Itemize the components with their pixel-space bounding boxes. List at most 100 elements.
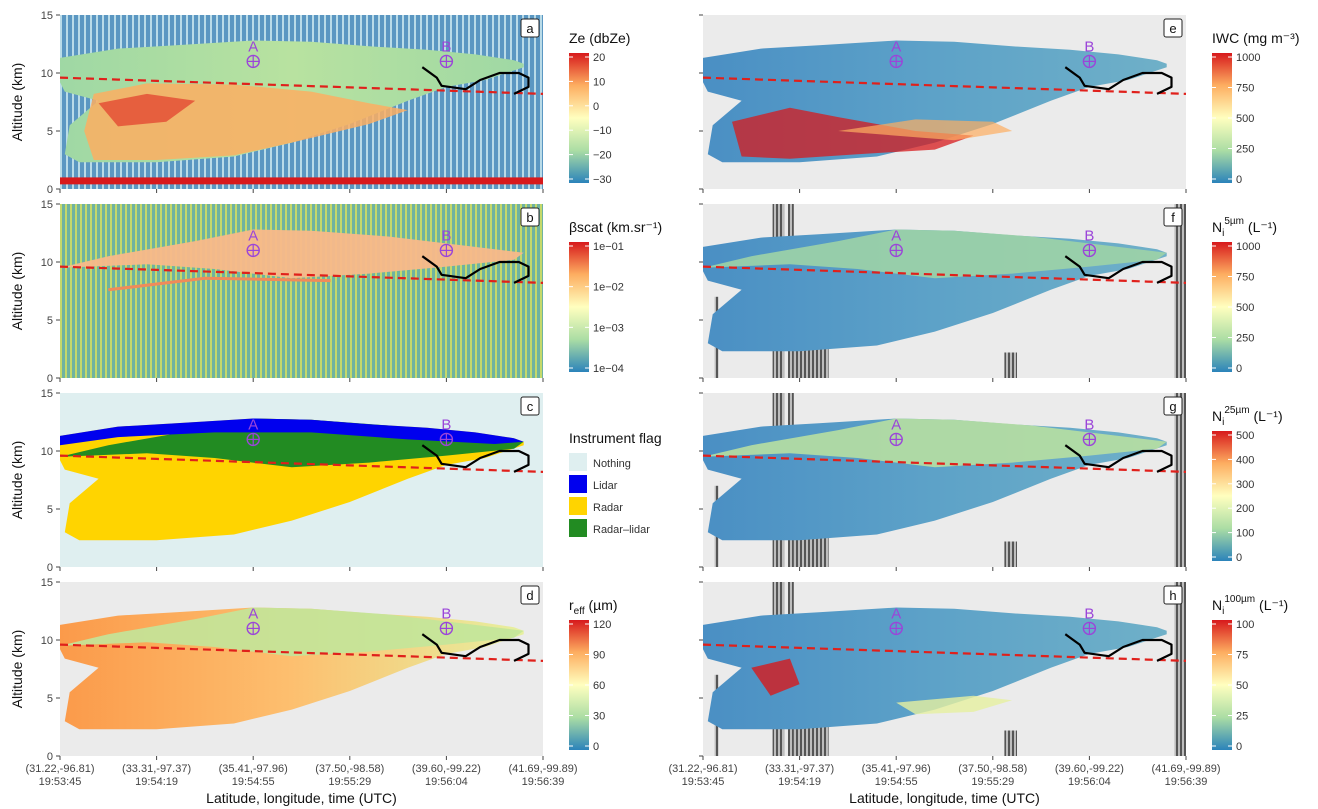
panel-label-box — [520, 396, 540, 416]
y-tick-label: 10 — [41, 68, 53, 80]
colorbar-label: 1e−04 — [593, 363, 624, 375]
legend-title: Ze (dbZe) — [569, 30, 630, 46]
colorbar-label: 100 — [1236, 619, 1254, 631]
y-axis-label: Altitude (km) — [9, 63, 25, 142]
x-tick-label: (33.31,-97.37) — [122, 763, 191, 775]
x-tick-label: (37.50,-98.58) — [315, 763, 384, 775]
legend-title: Instrument flag — [569, 430, 662, 446]
x-tick-label: (41.69,-99.89) — [1151, 763, 1220, 775]
colorbar-label: 400 — [1236, 454, 1254, 466]
colorbar-label: 750 — [1236, 272, 1254, 284]
y-tick-label: 15 — [41, 577, 53, 589]
point-label-a: A — [248, 416, 258, 433]
colorbar-label: 20 — [593, 52, 605, 64]
tropopause-line — [702, 265, 1187, 284]
instrument-bar — [1174, 393, 1186, 567]
colorbar-label: 60 — [593, 680, 605, 692]
colorbar-label: 0 — [1236, 741, 1242, 753]
y-tick-label: 15 — [41, 388, 53, 400]
colorbar-label: 1e−01 — [593, 241, 624, 253]
x-axis-label: Latitude, longitude, time (UTC) — [206, 790, 397, 806]
y-tick-label: 5 — [47, 126, 53, 138]
colorbar-label: 200 — [1236, 503, 1254, 515]
panel-label-box — [520, 207, 540, 227]
colorbar-label: 0 — [1236, 552, 1242, 564]
y-tick-label: 0 — [47, 751, 53, 763]
y-axis-label: Altitude (km) — [9, 630, 25, 709]
iwc-high — [838, 119, 1013, 141]
x-tick-label: (31.22,-96.81) — [668, 763, 737, 775]
point-label-a: A — [891, 605, 901, 622]
colorbar — [1212, 242, 1232, 372]
instrument-bar — [1004, 730, 1017, 756]
point-label-b: B — [1084, 605, 1094, 622]
y-axis-label: Altitude (km) — [9, 441, 25, 520]
y-tick-label: 5 — [47, 693, 53, 705]
colorbar-label: −10 — [593, 125, 612, 137]
panel-label-box — [1163, 585, 1183, 605]
legend-title: reff (µm) — [569, 597, 618, 617]
surface-return — [60, 177, 543, 185]
flag-lidar — [60, 418, 524, 446]
panel-label: a — [526, 21, 534, 36]
colorbar-label: 25 — [1236, 711, 1248, 723]
x-tick-label: (37.50,-98.58) — [958, 763, 1027, 775]
legend-swatch — [569, 475, 587, 493]
x-tick-label: (41.69,-99.89) — [508, 763, 577, 775]
colorbar — [569, 620, 589, 750]
x-tick-time: 19:54:55 — [232, 776, 275, 788]
y-tick-label: 10 — [41, 446, 53, 458]
x-tick-time: 19:54:19 — [778, 776, 821, 788]
colorbar-label: 50 — [1236, 680, 1248, 692]
flight-track — [421, 444, 530, 473]
colorbar-label: 30 — [593, 711, 605, 723]
legend-label: Nothing — [593, 458, 631, 470]
panel-label: b — [526, 210, 533, 225]
x-tick-time: 19:54:55 — [875, 776, 918, 788]
point-label-b: B — [441, 227, 451, 244]
panel-label: d — [526, 588, 533, 603]
colorbar-label: 0 — [593, 101, 599, 113]
panel-label-box — [520, 585, 540, 605]
ni100-field — [703, 607, 1167, 730]
flight-track — [1064, 255, 1173, 284]
panel-label-box — [1163, 396, 1183, 416]
tropopause-line — [59, 643, 544, 662]
legend-title: Ni25µm (L⁻¹) — [1212, 405, 1283, 428]
x-tick-label: (39.60,-99.22) — [412, 763, 481, 775]
point-label-a: A — [248, 38, 258, 55]
ni25-upper — [703, 418, 1167, 468]
point-label-a: A — [891, 227, 901, 244]
y-tick-label: 10 — [41, 635, 53, 647]
colorbar-label: 250 — [1236, 333, 1254, 345]
cloud-max — [98, 93, 196, 127]
colorbar — [569, 53, 589, 183]
legend-swatch — [569, 497, 587, 515]
flight-track — [1064, 444, 1173, 473]
colorbar — [1212, 620, 1232, 750]
tropopause-line — [702, 454, 1187, 473]
legend-title: Ni100µm (L⁻¹) — [1212, 594, 1288, 617]
tropopause-line — [59, 76, 544, 95]
x-tick-label: (35.41,-97.96) — [219, 763, 288, 775]
point-label-b: B — [1084, 416, 1094, 433]
colorbar-label: 75 — [1236, 650, 1248, 662]
y-tick-label: 5 — [47, 504, 53, 516]
x-tick-time: 19:56:39 — [522, 776, 565, 788]
flight-track — [421, 633, 530, 662]
colorbar-label: 120 — [593, 619, 611, 631]
instrument-bar — [1174, 204, 1186, 378]
lidar-layer — [60, 229, 524, 279]
colorbar-label: 1e−03 — [593, 322, 624, 334]
point-label-a: A — [891, 416, 901, 433]
colorbar-label: 10 — [593, 76, 605, 88]
x-tick-time: 19:53:45 — [682, 776, 725, 788]
colorbar-label: 1000 — [1236, 52, 1260, 64]
y-tick-label: 0 — [47, 184, 53, 196]
colorbar-label: 300 — [1236, 479, 1254, 491]
colorbar-label: 100 — [1236, 528, 1254, 540]
instrument-bar — [1174, 582, 1186, 756]
panel-label-box — [1163, 207, 1183, 227]
colorbar — [1212, 53, 1232, 183]
ni100-high — [896, 695, 1013, 715]
